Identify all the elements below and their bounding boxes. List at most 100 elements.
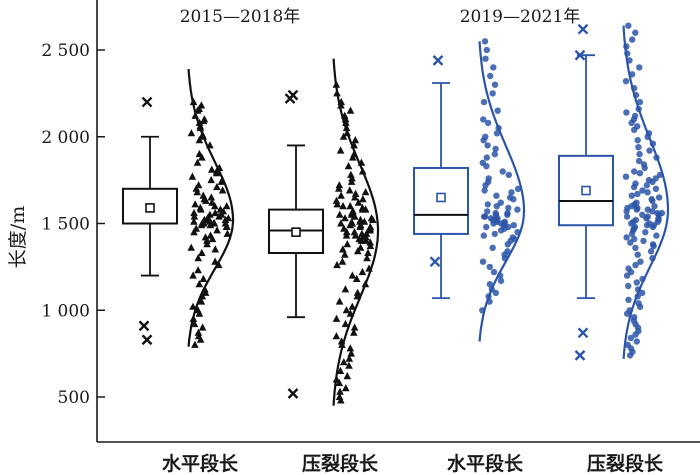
data-point <box>193 158 202 166</box>
data-point <box>217 177 226 185</box>
data-point <box>198 292 207 300</box>
data-point <box>623 109 630 116</box>
data-point <box>223 229 232 237</box>
y-tick-label: 1 500 <box>41 215 90 235</box>
data-point <box>190 208 198 217</box>
data-point <box>350 323 359 331</box>
data-point <box>197 221 206 229</box>
data-point <box>626 57 633 64</box>
data-point <box>345 354 354 362</box>
y-tick-label: 500 <box>58 388 90 408</box>
data-point <box>341 214 349 222</box>
data-point <box>333 260 341 269</box>
data-point <box>346 221 355 229</box>
data-point <box>196 123 205 132</box>
data-point <box>190 228 198 236</box>
data-point <box>335 184 343 192</box>
data-point <box>333 200 342 208</box>
data-point <box>205 217 214 225</box>
data-point <box>346 309 355 317</box>
data-point <box>218 186 227 194</box>
data-point <box>191 111 200 119</box>
data-point <box>349 153 357 161</box>
data-point <box>633 338 640 345</box>
data-point <box>494 107 501 114</box>
data-point <box>356 217 364 225</box>
data-point <box>353 288 362 296</box>
data-point <box>346 344 355 352</box>
series-2 <box>268 58 380 406</box>
data-point <box>189 97 198 106</box>
data-point <box>346 106 355 114</box>
data-point <box>491 81 499 88</box>
data-point <box>351 193 359 201</box>
data-point <box>207 193 216 201</box>
data-point <box>366 241 375 250</box>
data-point <box>345 186 354 194</box>
data-point <box>505 171 512 179</box>
data-point <box>649 223 657 231</box>
data-point <box>489 90 496 97</box>
data-point <box>352 274 361 282</box>
data-point <box>341 115 350 123</box>
data-point <box>505 204 512 212</box>
data-point <box>336 146 345 154</box>
data-point <box>335 378 344 387</box>
data-point <box>193 106 202 114</box>
data-point <box>481 38 489 45</box>
data-point <box>363 254 371 262</box>
data-point <box>508 189 515 196</box>
data-point <box>351 136 360 144</box>
data-point <box>356 222 364 230</box>
data-point <box>191 200 199 208</box>
data-point <box>486 263 493 271</box>
data-point <box>637 258 644 265</box>
data-point <box>369 215 377 223</box>
data-point <box>628 192 635 199</box>
data-point <box>337 191 345 199</box>
data-point <box>622 173 630 180</box>
data-point <box>483 163 490 170</box>
data-point <box>633 279 640 286</box>
data-point <box>480 232 487 239</box>
data-point <box>510 196 517 203</box>
box-mean-marker <box>581 185 591 196</box>
data-point <box>623 43 630 50</box>
data-point <box>636 98 644 106</box>
y-tick-label: 1 000 <box>41 301 90 321</box>
data-point <box>353 292 362 300</box>
data-point <box>623 208 630 215</box>
data-point <box>635 105 642 113</box>
data-point <box>491 150 498 158</box>
data-point <box>489 244 496 251</box>
data-point <box>359 195 367 203</box>
data-point <box>213 226 221 234</box>
data-point <box>495 124 502 132</box>
data-point <box>649 140 657 147</box>
series-4 <box>558 22 670 361</box>
data-point <box>486 298 493 305</box>
data-point <box>206 221 215 229</box>
group-title: 2015—2018年 <box>180 7 301 27</box>
data-point <box>199 274 208 282</box>
data-point <box>191 340 199 348</box>
group-title-layer: 2015—2018年 2019—2021年 <box>180 7 581 27</box>
data-point <box>342 228 351 236</box>
data-point <box>202 196 210 204</box>
data-point <box>222 202 231 210</box>
x-category-label: 压裂段长 <box>587 452 664 475</box>
plot-area <box>122 22 670 406</box>
data-point <box>639 187 646 194</box>
data-point <box>485 293 492 300</box>
data-point <box>649 178 656 186</box>
data-point <box>480 98 488 106</box>
data-point <box>198 153 206 161</box>
data-point <box>480 213 488 220</box>
data-point <box>207 175 215 184</box>
data-point <box>196 335 205 343</box>
data-point <box>198 323 207 331</box>
data-point <box>342 306 351 314</box>
data-point <box>194 254 202 262</box>
y-tick-label: 2 000 <box>41 128 90 148</box>
